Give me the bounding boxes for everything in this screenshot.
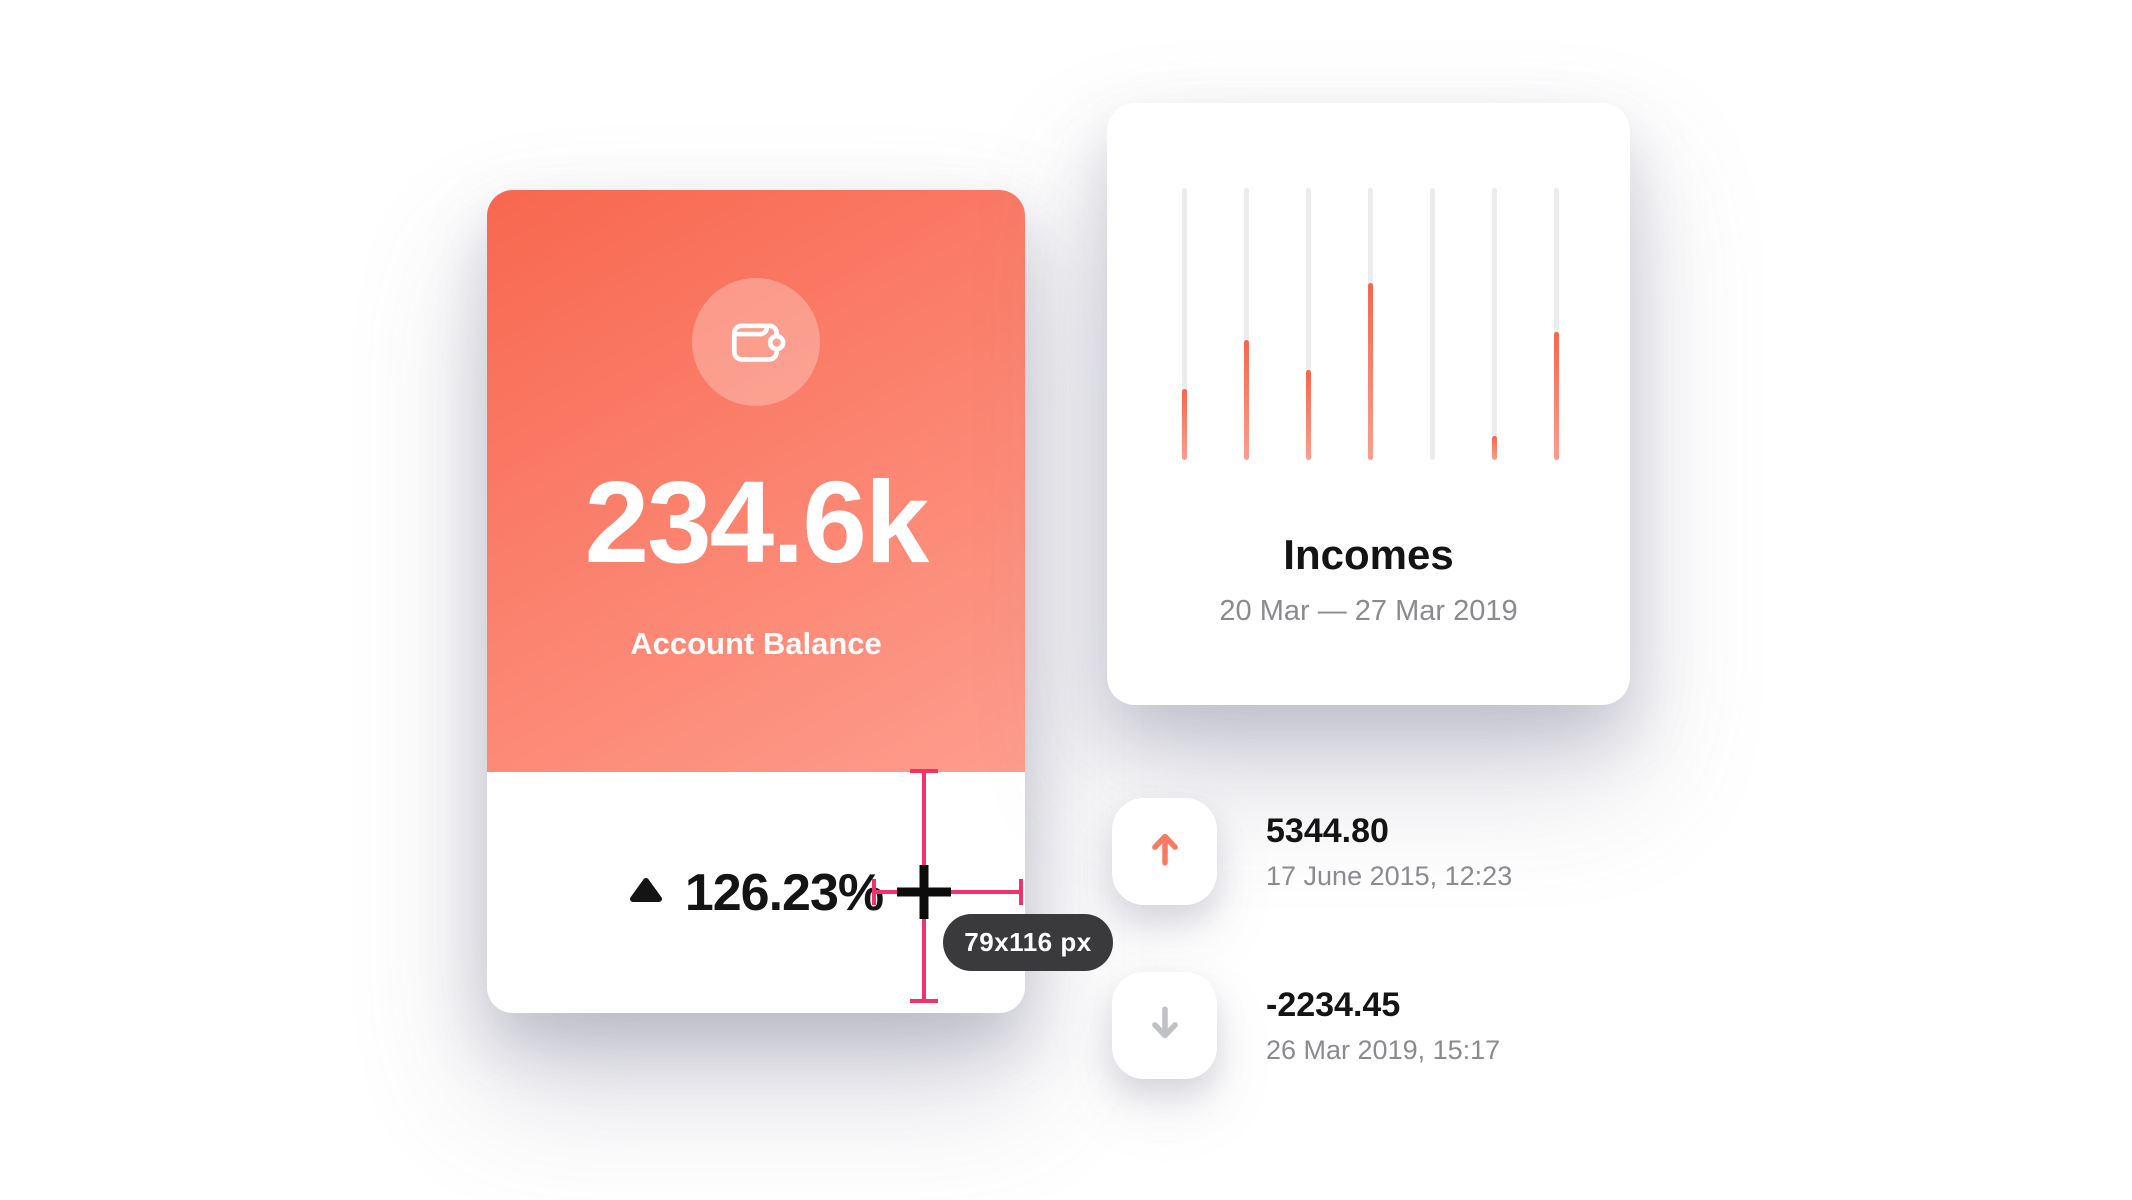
- balance-change-percent: 126.23%: [684, 863, 884, 922]
- transaction-details: -2234.45 26 Mar 2019, 15:17: [1266, 972, 1500, 1079]
- account-balance-card[interactable]: 234.6k Account Balance 126.23%: [487, 190, 1025, 1013]
- chart-bar-fill-0: [1182, 389, 1187, 460]
- chart-bar-track-6: [1554, 188, 1559, 460]
- transaction-datetime: 17 June 2015, 12:23: [1266, 861, 1513, 891]
- transaction-row-expense[interactable]: -2234.45 26 Mar 2019, 15:17: [1112, 972, 1632, 1079]
- transaction-icon-tile[interactable]: [1112, 798, 1217, 905]
- incomes-chart-card[interactable]: Incomes 20 Mar — 27 Mar 2019: [1107, 103, 1630, 705]
- transaction-datetime: 26 Mar 2019, 15:17: [1266, 1035, 1501, 1065]
- balance-card-footer: 126.23%: [487, 772, 1025, 1013]
- transaction-amount: -2234.45: [1266, 986, 1401, 1024]
- chart-bar-track-2: [1306, 188, 1311, 460]
- transaction-amount: 5344.80: [1266, 812, 1389, 850]
- chart-title: Incomes: [1283, 531, 1454, 578]
- chart-bar-fill-1: [1244, 340, 1249, 460]
- transaction-row-income[interactable]: 5344.80 17 June 2015, 12:23: [1112, 798, 1632, 905]
- wallet-icon-badge: [692, 278, 820, 406]
- balance-amount: 234.6k: [584, 457, 930, 587]
- balance-label: Account Balance: [630, 626, 882, 661]
- transaction-icon-tile[interactable]: [1112, 972, 1217, 1079]
- chart-bar-fill-5: [1492, 435, 1497, 460]
- chart-bar-fill-2: [1306, 370, 1311, 460]
- chart-bar-track-3: [1368, 188, 1373, 460]
- arrow-up-icon: [1143, 827, 1187, 876]
- arrow-down-icon: [1143, 1001, 1187, 1050]
- chart-bar-track-1: [1244, 188, 1249, 460]
- chart-bar-track-5: [1492, 188, 1497, 460]
- triangle-up-icon: [629, 877, 663, 908]
- balance-card-header: 234.6k Account Balance: [487, 190, 1025, 772]
- chart-bar-track-4: [1430, 188, 1435, 460]
- chart-bar-fill-3: [1368, 283, 1373, 460]
- transaction-details: 5344.80 17 June 2015, 12:23: [1266, 798, 1512, 905]
- chart-date-range: 20 Mar — 27 Mar 2019: [1219, 595, 1518, 627]
- wallet-icon: [725, 309, 787, 376]
- chart-bar-track-0: [1182, 188, 1187, 460]
- chart-bar-fill-6: [1554, 332, 1559, 460]
- income-bar-chart: [1107, 188, 1630, 460]
